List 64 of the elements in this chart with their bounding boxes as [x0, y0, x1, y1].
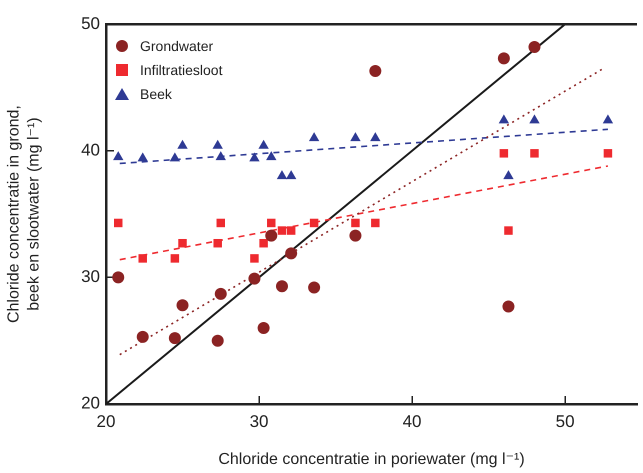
point: [170, 152, 180, 162]
point: [212, 334, 224, 347]
y-tick-label: 30: [81, 267, 100, 286]
point: [216, 218, 226, 228]
point: [370, 132, 381, 142]
point: [286, 226, 296, 235]
point: [349, 230, 362, 242]
point: [308, 282, 320, 294]
point: [529, 114, 540, 124]
point: [250, 254, 259, 263]
point: [258, 322, 270, 334]
x-tick-label: 50: [556, 412, 575, 431]
legend-label: Grondwater: [140, 38, 214, 54]
point: [249, 152, 260, 162]
point: [503, 170, 514, 180]
y-tick-label: 50: [81, 14, 100, 33]
point: [248, 272, 260, 285]
point: [170, 254, 180, 263]
point: [138, 152, 148, 162]
text: beek en slootwater (mg l⁻¹): [25, 117, 42, 311]
point: [278, 226, 286, 235]
point: [604, 149, 612, 158]
point: [351, 218, 360, 228]
point: [136, 330, 149, 343]
point: [258, 140, 269, 149]
point: [371, 218, 380, 228]
point: [286, 170, 296, 180]
point: [259, 238, 268, 248]
x-tick-label: 20: [96, 412, 116, 431]
point: [308, 132, 320, 142]
x-tick-label: 30: [250, 412, 268, 431]
y-tick-label: 20: [81, 394, 100, 413]
point: [276, 280, 288, 292]
point: [266, 151, 276, 160]
point: [500, 149, 508, 158]
point: [602, 114, 614, 124]
point: [113, 151, 124, 160]
point: [530, 149, 539, 158]
text: Chloride concentratie in grond,: [5, 105, 22, 324]
point: [265, 230, 278, 242]
point: [176, 299, 189, 312]
point: [168, 332, 181, 344]
x-tick-label: 40: [402, 412, 422, 431]
point: [178, 238, 187, 248]
point: [350, 132, 361, 142]
point: [504, 226, 513, 235]
legend-label: Infiltratiesloot: [140, 62, 222, 78]
point: [310, 218, 318, 228]
point: [214, 288, 227, 300]
point: [502, 300, 514, 313]
point: [285, 247, 298, 260]
point: [114, 218, 122, 228]
point: [177, 140, 188, 149]
point: [138, 254, 147, 263]
point: [276, 170, 288, 180]
y-tick-label: 40: [81, 140, 100, 160]
point: [213, 238, 222, 248]
point: [212, 140, 223, 149]
point: [112, 271, 124, 284]
point: [498, 114, 510, 124]
x-axis-title: Chloride concentratie in poriewater (mg l⁻¹): [218, 450, 525, 468]
point: [216, 151, 226, 160]
legend-label: Beek: [140, 86, 172, 102]
point: [267, 218, 276, 228]
